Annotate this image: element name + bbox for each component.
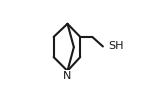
Text: SH: SH bbox=[108, 41, 124, 51]
Text: N: N bbox=[63, 71, 72, 81]
